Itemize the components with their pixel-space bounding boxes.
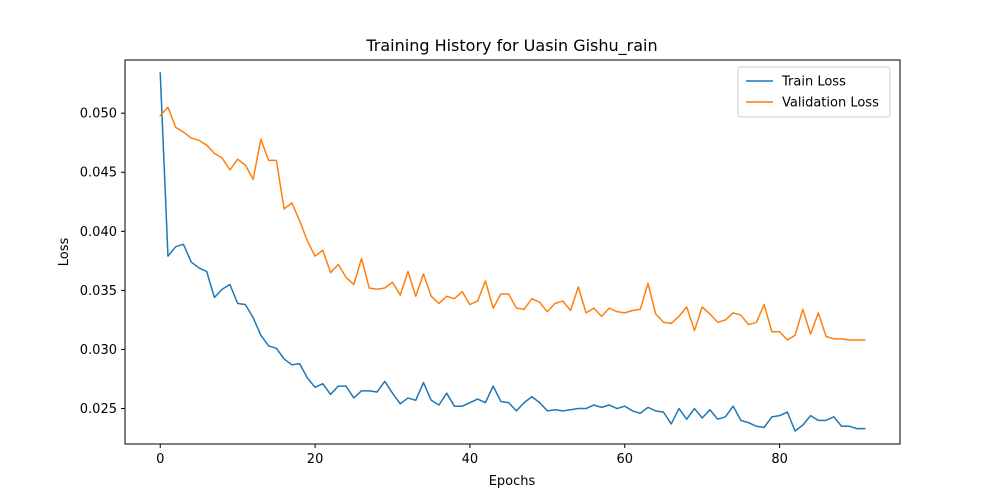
y-tick-label: 0.050 [80,107,117,122]
axes-frame [124,59,901,445]
y-axis-label: Loss [57,238,72,267]
plot-area [159,72,866,432]
y-tick-label: 0.045 [80,166,117,181]
x-tick-label: 0 [156,452,164,467]
x-tick-label: 20 [307,452,324,467]
series-line-train-loss [159,72,866,432]
series-line-validation-loss [159,106,866,341]
legend-box [737,66,891,118]
y-tick-label: 0.040 [80,225,117,240]
chart-title: Training History for Uasin Gishu_rain [365,36,657,56]
y-tick-label: 0.025 [80,402,117,417]
x-tick-label: 80 [771,452,788,467]
x-axis-label: Epochs [489,474,536,489]
legend: Train Loss Validation Loss [737,66,891,118]
x-axis: 0 20 40 60 80 [156,444,788,467]
y-tick-label: 0.035 [80,284,117,299]
y-axis: 0.025 0.030 0.035 0.040 0.045 0.050 [80,107,125,417]
x-tick-label: 40 [462,452,479,467]
y-tick-label: 0.030 [80,343,117,358]
legend-entry: Train Loss [781,75,846,90]
legend-entry: Validation Loss [782,96,879,111]
x-tick-label: 60 [616,452,633,467]
